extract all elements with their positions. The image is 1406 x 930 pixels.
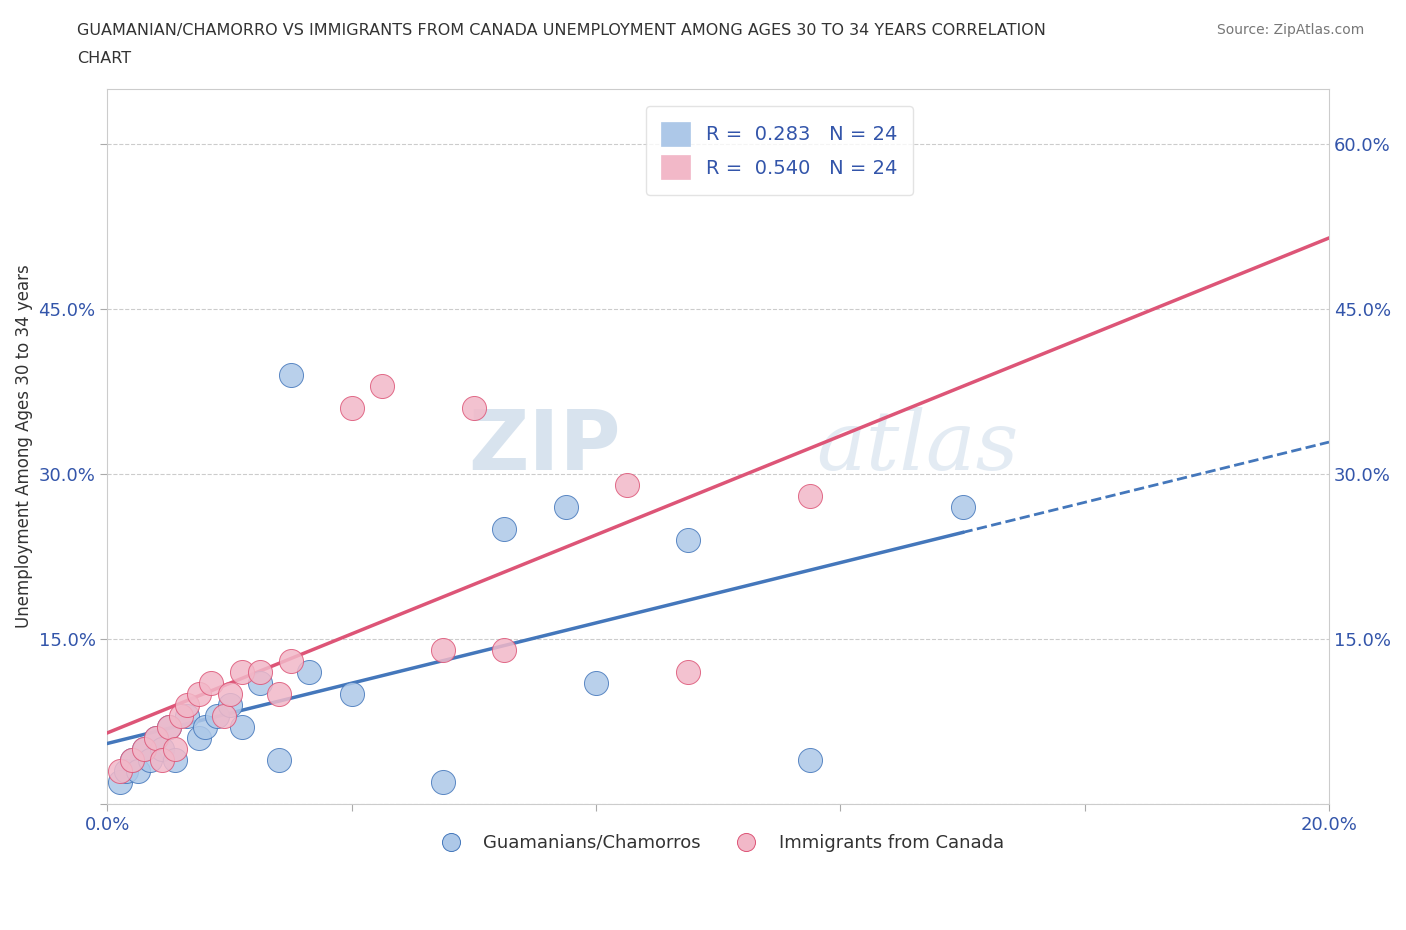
- Point: [340, 401, 363, 416]
- Point: [280, 654, 302, 669]
- Point: [432, 775, 454, 790]
- Point: [108, 775, 131, 790]
- Point: [231, 720, 253, 735]
- Point: [157, 720, 180, 735]
- Point: [371, 379, 394, 393]
- Point: [249, 664, 271, 679]
- Point: [952, 499, 974, 514]
- Point: [176, 698, 198, 712]
- Point: [494, 522, 516, 537]
- Point: [463, 401, 485, 416]
- Point: [554, 499, 576, 514]
- Point: [267, 686, 290, 701]
- Point: [298, 664, 321, 679]
- Point: [134, 741, 156, 756]
- Point: [188, 686, 211, 701]
- Y-axis label: Unemployment Among Ages 30 to 34 years: Unemployment Among Ages 30 to 34 years: [15, 265, 32, 629]
- Point: [188, 730, 211, 745]
- Point: [145, 730, 167, 745]
- Point: [139, 752, 162, 767]
- Point: [176, 709, 198, 724]
- Point: [799, 752, 821, 767]
- Point: [121, 752, 143, 767]
- Point: [280, 367, 302, 382]
- Point: [163, 741, 186, 756]
- Point: [340, 686, 363, 701]
- Point: [212, 709, 235, 724]
- Point: [152, 752, 174, 767]
- Point: [121, 752, 143, 767]
- Point: [114, 764, 136, 778]
- Point: [676, 533, 699, 548]
- Point: [231, 664, 253, 679]
- Point: [157, 720, 180, 735]
- Point: [249, 675, 271, 690]
- Point: [676, 664, 699, 679]
- Point: [152, 741, 174, 756]
- Point: [494, 643, 516, 658]
- Text: Source: ZipAtlas.com: Source: ZipAtlas.com: [1216, 23, 1364, 37]
- Point: [200, 675, 222, 690]
- Point: [218, 698, 240, 712]
- Point: [616, 478, 638, 493]
- Point: [207, 709, 229, 724]
- Point: [585, 675, 607, 690]
- Text: atlas: atlas: [815, 406, 1018, 486]
- Point: [218, 686, 240, 701]
- Point: [194, 720, 217, 735]
- Point: [134, 741, 156, 756]
- Point: [145, 730, 167, 745]
- Point: [108, 764, 131, 778]
- Point: [799, 488, 821, 503]
- Point: [432, 643, 454, 658]
- Point: [170, 709, 193, 724]
- Text: ZIP: ZIP: [468, 406, 620, 487]
- Point: [127, 764, 149, 778]
- Text: GUAMANIAN/CHAMORRO VS IMMIGRANTS FROM CANADA UNEMPLOYMENT AMONG AGES 30 TO 34 YE: GUAMANIAN/CHAMORRO VS IMMIGRANTS FROM CA…: [77, 23, 1046, 38]
- Legend: Guamanians/Chamorros, Immigrants from Canada: Guamanians/Chamorros, Immigrants from Ca…: [426, 827, 1011, 859]
- Point: [267, 752, 290, 767]
- Point: [163, 752, 186, 767]
- Text: CHART: CHART: [77, 51, 131, 66]
